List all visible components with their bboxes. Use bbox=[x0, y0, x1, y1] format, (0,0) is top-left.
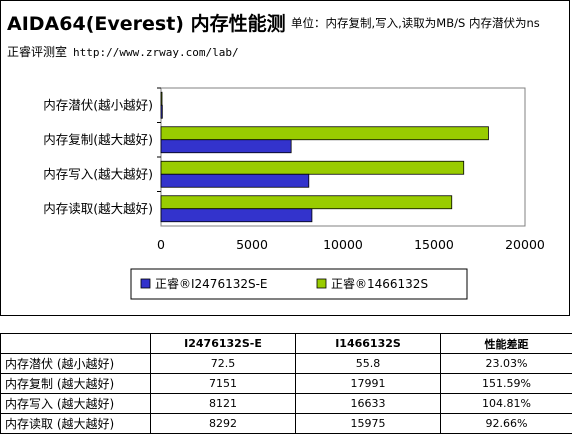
table-row: 内存复制 (越大越好) 7151 17991 151.59% bbox=[0, 373, 572, 394]
table-cell-label: 内存复制 (越大越好) bbox=[0, 373, 151, 394]
category-label: 内存复制(越大越好) bbox=[43, 132, 153, 147]
source-url: http://www.zrway.com/lab/ bbox=[73, 46, 239, 59]
chart-subtitle: 单位：内存复制,写入,读取为MB/S 内存潜伏为ns bbox=[291, 16, 540, 30]
bar-series-a bbox=[160, 139, 292, 154]
table-cell: 15975 bbox=[295, 413, 441, 434]
table-header-model-a: I2476132S-E bbox=[150, 333, 296, 354]
table-cell: 8121 bbox=[150, 393, 296, 414]
source-label: 正睿评测室 bbox=[7, 45, 68, 59]
x-tick-label: 10000 bbox=[323, 237, 363, 252]
table-header-gap: 性能差距 bbox=[440, 333, 572, 354]
legend-label: 正睿®1466132S bbox=[331, 276, 428, 291]
category-label: 内存写入(越大越好) bbox=[43, 166, 153, 181]
table-cell-label: 内存潜伏 (越小越好) bbox=[0, 353, 151, 374]
table-cell-label: 内存读取 (越大越好) bbox=[0, 413, 151, 434]
table-header-model-b: I1466132S bbox=[295, 333, 441, 354]
table-cell: 92.66% bbox=[440, 413, 572, 434]
chart-title: AIDA64(Everest) 内存性能测 bbox=[7, 13, 286, 35]
legend-swatch bbox=[316, 278, 327, 289]
table-cell: 151.59% bbox=[440, 373, 572, 394]
bar-series-b bbox=[160, 195, 453, 210]
table-cell: 17991 bbox=[295, 373, 441, 394]
bar-series-a bbox=[160, 173, 310, 188]
table-cell: 23.03% bbox=[440, 353, 572, 374]
table-cell: 8292 bbox=[150, 413, 296, 434]
data-table: I2476132S-E I1466132S 性能差距 内存潜伏 (越小越好) 7… bbox=[0, 333, 572, 434]
table-cell: 16633 bbox=[295, 393, 441, 414]
bar-chart: 内存潜伏(越小越好) 内存复制(越大越好) 内存写入(越大越好) 内存读取(越大越好)… bbox=[43, 87, 545, 300]
bar-series-b bbox=[160, 160, 465, 175]
category-label: 内存潜伏(越小越好) bbox=[43, 97, 153, 112]
x-tick-label: 20000 bbox=[505, 237, 545, 252]
table-cell: 55.8 bbox=[295, 353, 441, 374]
bar-series-a bbox=[160, 208, 313, 223]
x-tick-label: 0 bbox=[157, 237, 165, 252]
source-line: 正睿评测室 http://www.zrway.com/lab/ bbox=[7, 43, 239, 60]
legend-swatch bbox=[140, 278, 151, 289]
legend-box bbox=[130, 268, 468, 300]
legend-label: 正睿®I2476132S-E bbox=[155, 276, 268, 291]
table-row: 内存写入 (越大越好) 8121 16633 104.81% bbox=[0, 393, 572, 414]
table-cell: 72.5 bbox=[150, 353, 296, 374]
table-cell: 7151 bbox=[150, 373, 296, 394]
bar-series-b bbox=[160, 91, 163, 106]
x-tick-label: 5000 bbox=[236, 237, 268, 252]
table-header-row: I2476132S-E I1466132S 性能差距 bbox=[0, 333, 572, 354]
bar-series-b bbox=[160, 126, 489, 141]
table-row: 内存读取 (越大越好) 8292 15975 92.66% bbox=[0, 413, 572, 434]
x-tick-label: 15000 bbox=[414, 237, 454, 252]
table-row: 内存潜伏 (越小越好) 72.5 55.8 23.03% bbox=[0, 353, 572, 374]
table-cell-label: 内存写入 (越大越好) bbox=[0, 393, 151, 414]
chart-frame: AIDA64(Everest) 内存性能测 单位：内存复制,写入,读取为MB/S… bbox=[0, 0, 570, 316]
bar-series-a bbox=[160, 104, 163, 119]
table-header-corner bbox=[0, 333, 151, 354]
category-label: 内存读取(越大越好) bbox=[43, 201, 153, 216]
table-cell: 104.81% bbox=[440, 393, 572, 414]
